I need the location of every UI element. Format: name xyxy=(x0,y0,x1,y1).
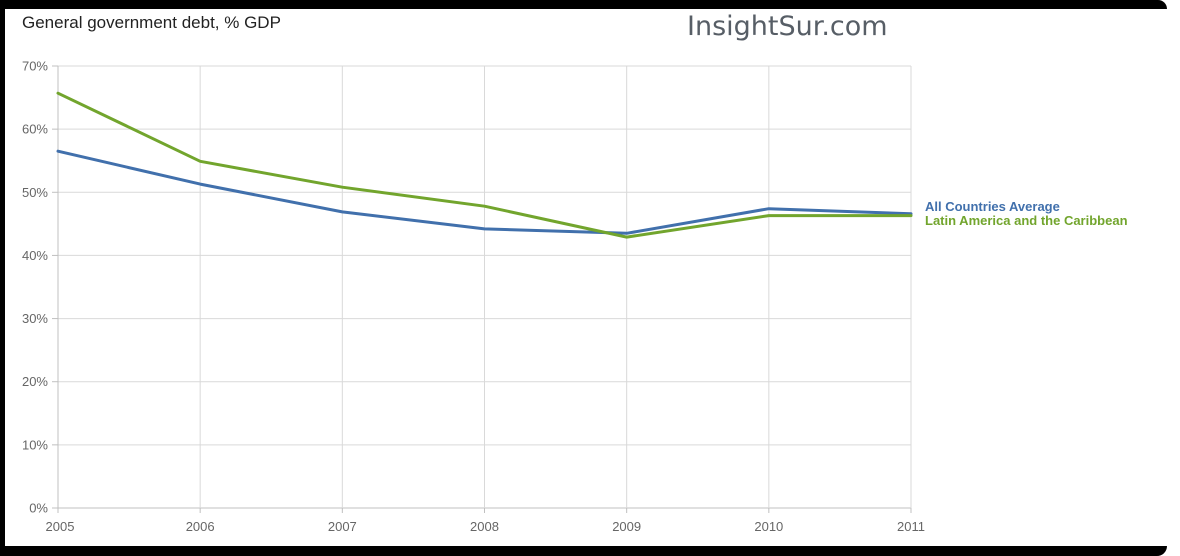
chart-title: General government debt, % GDP xyxy=(22,13,281,32)
svg-text:2010: 2010 xyxy=(754,519,783,534)
svg-text:2006: 2006 xyxy=(186,519,215,534)
legend-item-all-countries-average: All Countries Average xyxy=(925,199,1060,214)
svg-text:60%: 60% xyxy=(22,122,48,137)
svg-text:10%: 10% xyxy=(22,437,48,452)
svg-text:50%: 50% xyxy=(22,185,48,200)
svg-text:70%: 70% xyxy=(22,59,48,74)
svg-text:40%: 40% xyxy=(22,248,48,263)
brand-watermark: InsightSur.com xyxy=(687,11,888,42)
legend: All Countries Average Latin America and … xyxy=(925,200,1128,228)
svg-text:2011: 2011 xyxy=(897,519,925,534)
window-frame-left xyxy=(0,0,5,556)
svg-text:0%: 0% xyxy=(29,501,48,516)
legend-item-latin-america-caribbean: Latin America and the Caribbean xyxy=(925,213,1128,228)
svg-text:20%: 20% xyxy=(22,374,48,389)
svg-text:2009: 2009 xyxy=(612,519,641,534)
window-frame-bottom xyxy=(0,546,1167,556)
svg-text:30%: 30% xyxy=(22,311,48,326)
window-frame-top xyxy=(0,0,1167,9)
svg-text:2008: 2008 xyxy=(470,519,499,534)
svg-text:2005: 2005 xyxy=(46,519,75,534)
svg-text:2007: 2007 xyxy=(328,519,357,534)
